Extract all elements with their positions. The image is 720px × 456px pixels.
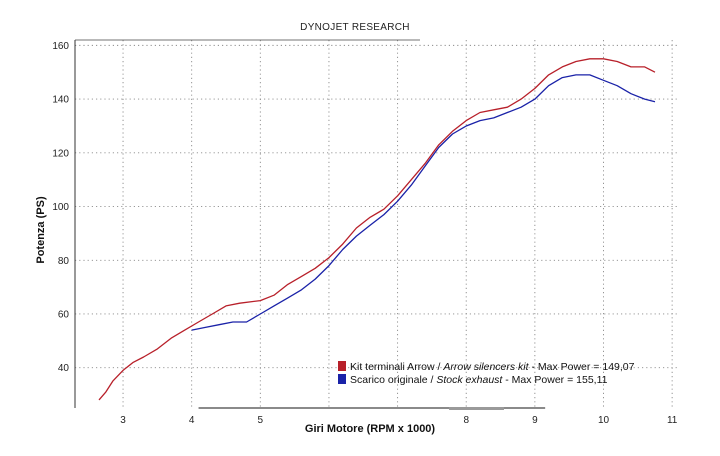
legend-entry: Kit terminali Arrow / Arrow silencers ki…	[350, 361, 635, 373]
grid-lines	[75, 40, 679, 408]
x-tick-label: 4	[189, 415, 195, 426]
plot-frame	[74, 39, 546, 410]
y-tick-label: 40	[58, 363, 70, 374]
legend-swatch	[338, 361, 346, 371]
y-tick-label: 120	[52, 148, 69, 159]
series-lines	[98, 58, 656, 401]
x-tick-label: 9	[532, 415, 538, 426]
x-tick-label: 5	[258, 415, 264, 426]
y-tick-label: 160	[52, 41, 69, 52]
y-tick-label: 140	[52, 95, 69, 106]
x-tick-label: 3	[120, 415, 126, 426]
y-axis-ticks: 40 60 80 100 120 140 160	[52, 41, 69, 374]
chart-legend: Kit terminali Arrow / Arrow silencers ki…	[338, 361, 635, 386]
y-tick-label: 80	[58, 256, 70, 267]
x-tick-label: 10	[598, 415, 610, 426]
x-tick-label: 8	[463, 415, 469, 426]
chart-title: DYNOJET RESEARCH	[300, 22, 410, 33]
legend-swatch	[338, 374, 346, 384]
y-tick-label: 60	[58, 309, 70, 320]
x-axis-label: Giri Motore (RPM x 1000)	[305, 423, 436, 435]
y-axis-label: Potenza (PS)	[35, 196, 47, 264]
y-tick-label: 100	[52, 202, 69, 213]
x-tick-label: 11	[667, 415, 678, 426]
x-axis-scroll-segment	[449, 407, 504, 410]
x-axis-ticks: 3 4 5 8 9 10 11	[120, 415, 677, 426]
series-line-stock	[191, 74, 656, 331]
series-line-arrow	[98, 58, 656, 401]
legend-entry: Scarico originale / Stock exhaust - Max …	[350, 374, 608, 386]
